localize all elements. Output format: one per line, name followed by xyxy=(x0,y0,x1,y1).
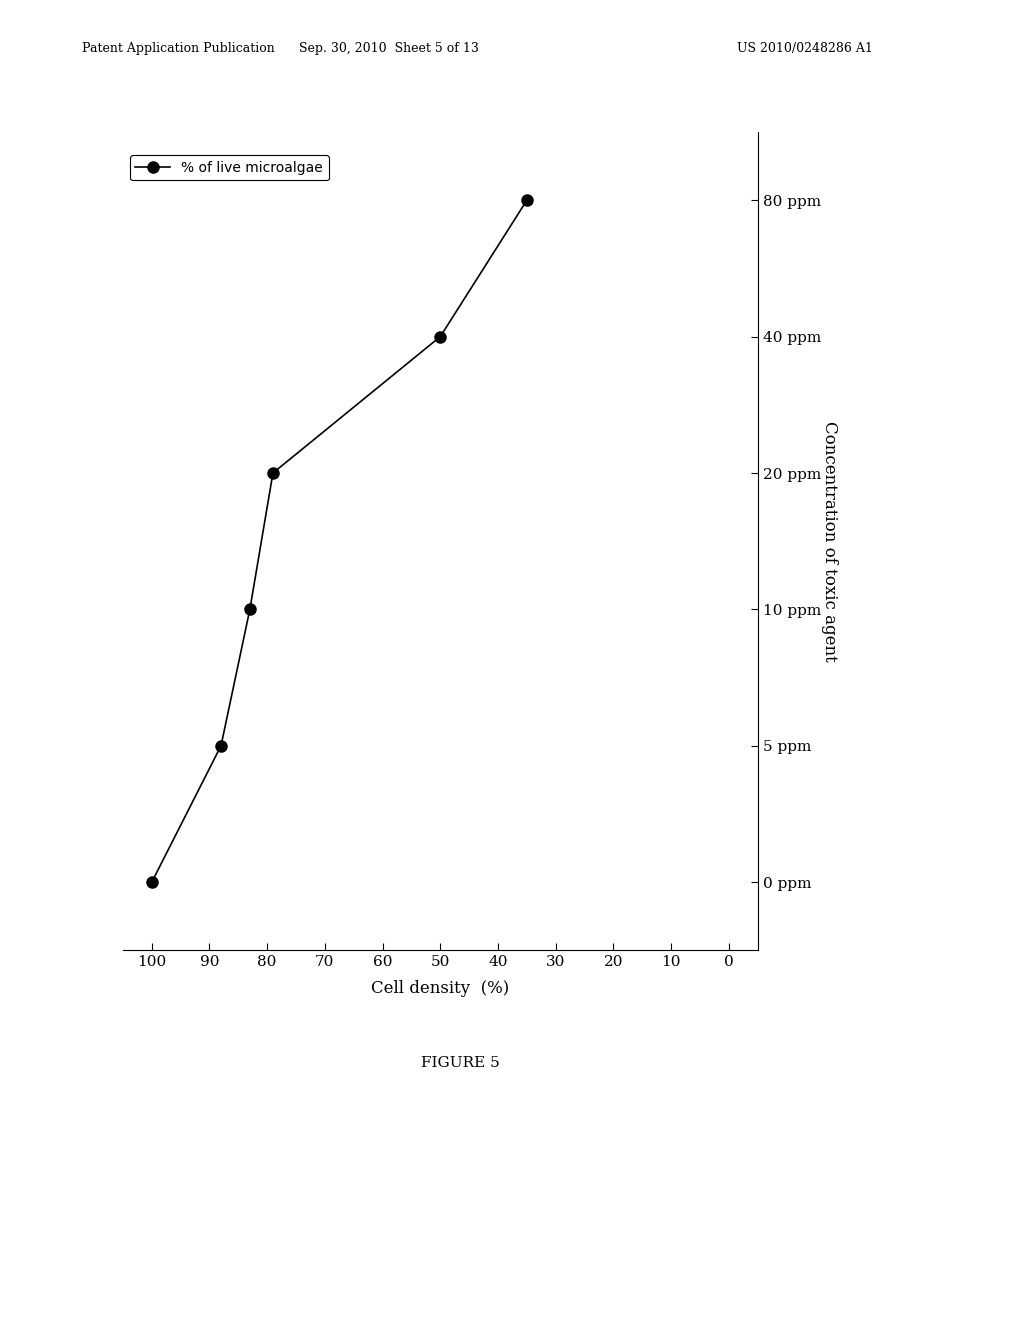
Text: Sep. 30, 2010  Sheet 5 of 13: Sep. 30, 2010 Sheet 5 of 13 xyxy=(299,42,479,55)
Legend: % of live microalgae: % of live microalgae xyxy=(130,156,329,181)
X-axis label: Cell density  (%): Cell density (%) xyxy=(371,981,510,998)
Y-axis label: Concentration of toxic agent: Concentration of toxic agent xyxy=(820,421,838,661)
Text: FIGURE 5: FIGURE 5 xyxy=(422,1056,500,1071)
Text: US 2010/0248286 A1: US 2010/0248286 A1 xyxy=(737,42,873,55)
Text: Patent Application Publication: Patent Application Publication xyxy=(82,42,274,55)
